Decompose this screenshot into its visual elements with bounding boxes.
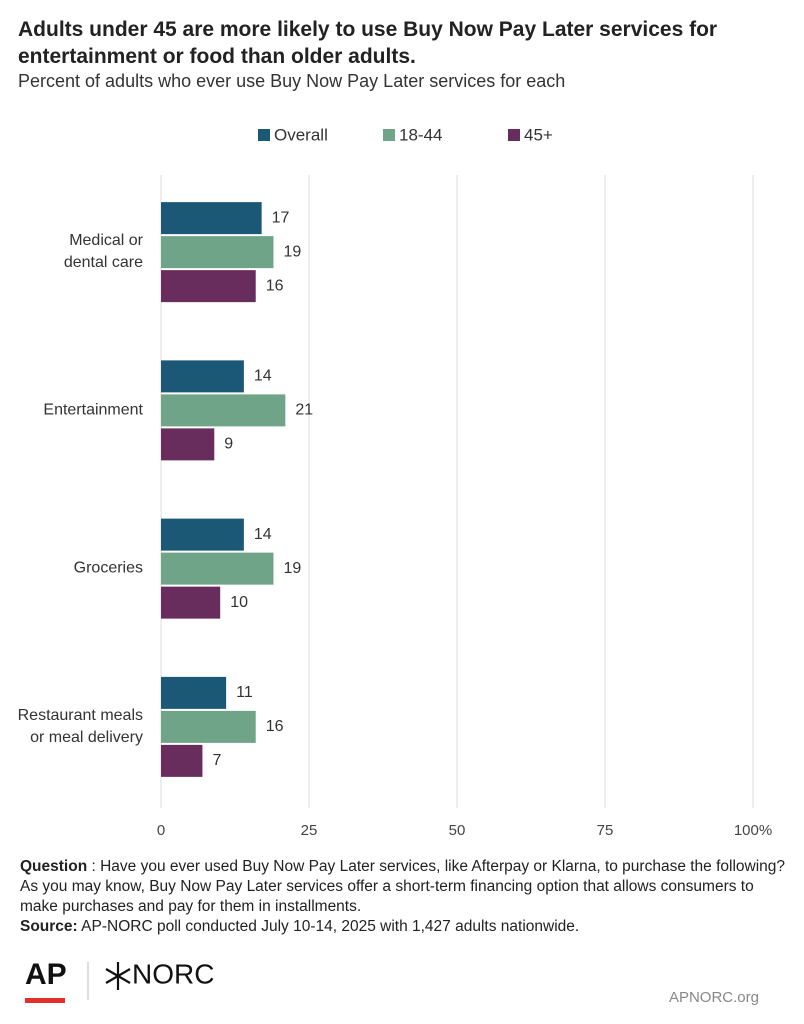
data-label: 19 — [283, 560, 301, 577]
category-label: Restaurant meals or meal delivery — [18, 707, 143, 746]
data-label: 14 — [254, 368, 272, 385]
bar — [161, 428, 215, 461]
data-label: 7 — [212, 752, 221, 769]
subtitle: Percent of adults who ever use Buy Now P… — [18, 71, 566, 91]
bar — [161, 270, 256, 303]
data-label: 9 — [224, 436, 233, 453]
bar — [161, 552, 274, 585]
bar — [161, 744, 203, 777]
bar — [161, 236, 274, 269]
legend-label: 45+ — [524, 125, 553, 144]
question: Question : Have you ever used Buy Now Pa… — [20, 857, 790, 917]
data-label: 16 — [266, 277, 284, 294]
data-label: 11 — [236, 684, 253, 701]
data-label: 19 — [283, 243, 301, 260]
logo-underline — [25, 998, 65, 1003]
bar — [161, 518, 244, 551]
url: APNORC.org — [669, 989, 759, 1006]
legend-label: 18-44 — [399, 125, 442, 144]
legend-label: Overall — [274, 125, 328, 144]
data-label: 10 — [230, 594, 248, 611]
logo-norc: NORC — [132, 958, 214, 989]
question-label: Question — [20, 858, 88, 875]
legend-swatch — [508, 129, 520, 141]
legend-swatch — [258, 129, 270, 141]
bar — [161, 710, 256, 743]
category-label: Medical or dental care — [64, 232, 144, 271]
source-label: Source: — [20, 918, 78, 935]
bar — [161, 586, 221, 619]
x-tick-label: 25 — [301, 822, 318, 839]
title: Adults under 45 are more likely to use B… — [18, 18, 718, 68]
data-label: 14 — [254, 526, 272, 543]
source-text: AP-NORC poll conducted July 10-14, 2025 … — [77, 918, 580, 935]
data-label: 17 — [272, 209, 290, 226]
notes: Question : Have you ever used Buy Now Pa… — [20, 857, 790, 937]
data-label: 16 — [266, 718, 284, 735]
x-tick-label: 50 — [449, 822, 466, 839]
legend-swatch — [383, 129, 395, 141]
x-tick-label: 0 — [157, 822, 165, 839]
category-label: Entertainment — [43, 402, 143, 419]
logo-star — [105, 962, 131, 990]
question-text: : Have you ever used Buy Now Pay Later s… — [20, 858, 786, 915]
data-label: 21 — [295, 402, 313, 419]
bar — [161, 360, 244, 393]
bar — [161, 202, 262, 235]
x-tick-label: 100% — [734, 822, 772, 839]
x-tick-label: 75 — [597, 822, 614, 839]
category-label: Groceries — [74, 560, 143, 577]
bar — [161, 676, 227, 709]
logo-ap: AP — [25, 958, 67, 991]
source: Source: AP-NORC poll conducted July 10-1… — [20, 917, 790, 937]
bar — [161, 394, 286, 427]
